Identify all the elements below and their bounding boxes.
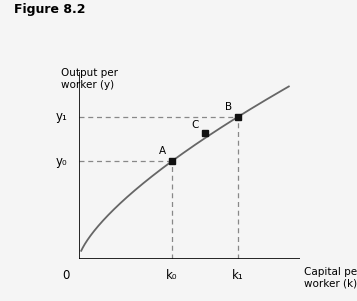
Text: 0: 0 bbox=[62, 269, 70, 282]
Text: y₁: y₁ bbox=[56, 110, 67, 123]
Text: Output per
worker (y): Output per worker (y) bbox=[61, 68, 118, 90]
Text: y₀: y₀ bbox=[56, 155, 67, 168]
Text: Capital per
worker (k): Capital per worker (k) bbox=[304, 267, 357, 289]
Text: B: B bbox=[225, 102, 232, 112]
Text: A: A bbox=[159, 146, 166, 157]
Text: Figure 8.2: Figure 8.2 bbox=[14, 3, 86, 16]
Text: k₁: k₁ bbox=[232, 269, 244, 282]
Text: C: C bbox=[192, 120, 199, 130]
Text: k₀: k₀ bbox=[166, 269, 177, 282]
